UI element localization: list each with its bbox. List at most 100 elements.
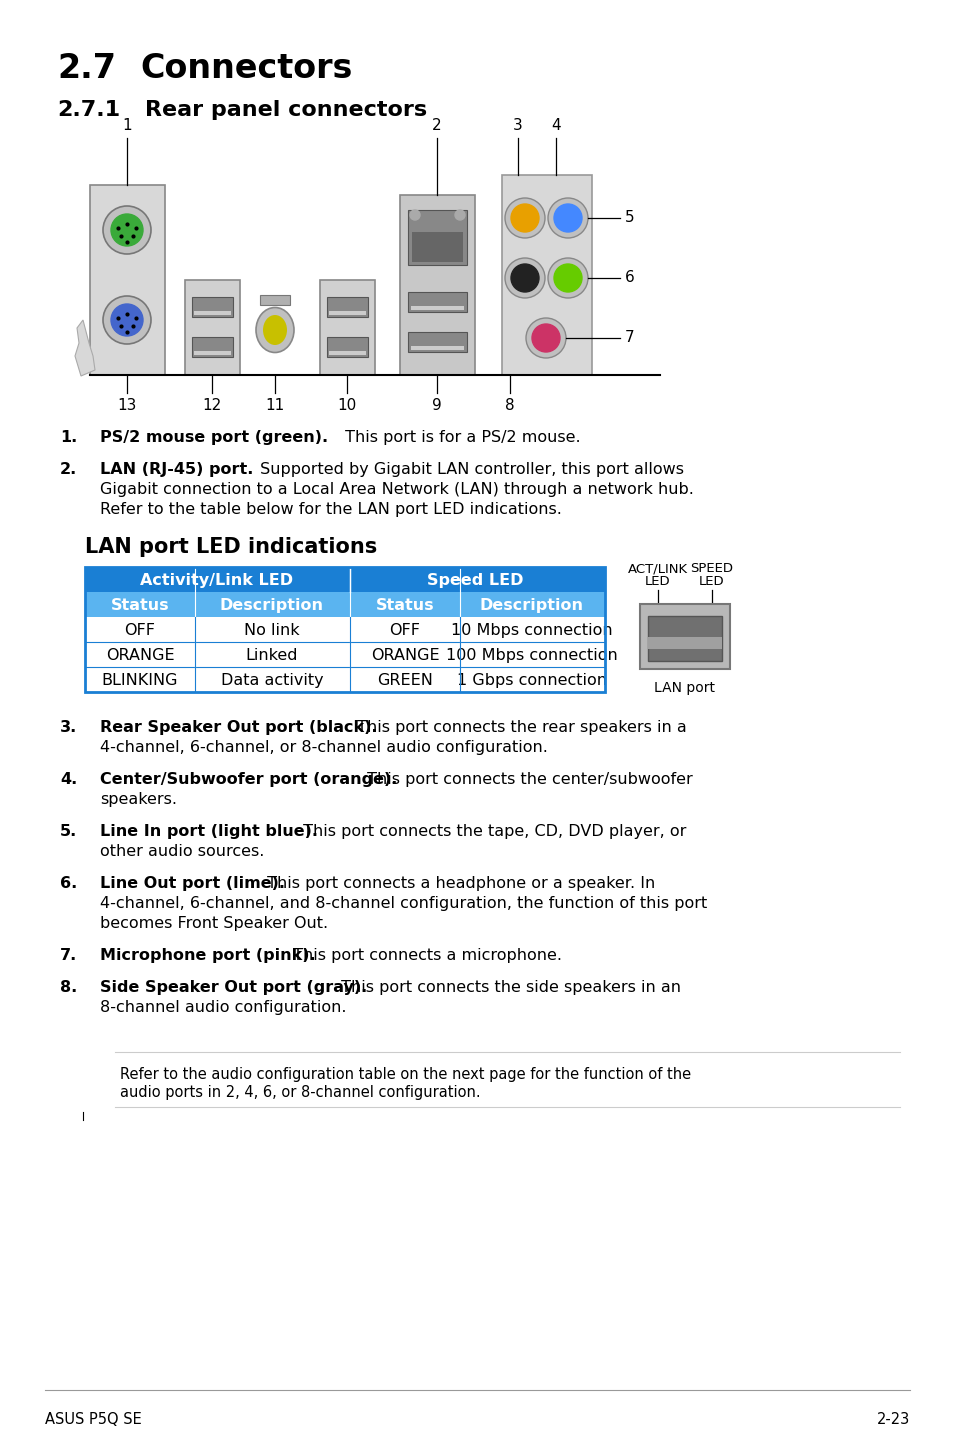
- Text: Description: Description: [479, 598, 583, 613]
- Text: This port connects a headphone or a speaker. In: This port connects a headphone or a spea…: [262, 876, 655, 892]
- Text: Supported by Gigabit LAN controller, this port allows: Supported by Gigabit LAN controller, thi…: [254, 462, 683, 477]
- Bar: [408, 332, 467, 352]
- Circle shape: [455, 210, 464, 220]
- Text: 8: 8: [505, 398, 515, 413]
- Text: Refer to the table below for the LAN port LED indications.: Refer to the table below for the LAN por…: [100, 502, 561, 518]
- Circle shape: [111, 214, 143, 246]
- Bar: [329, 311, 366, 315]
- Text: 3.: 3.: [60, 720, 77, 735]
- Text: Gigabit connection to a Local Area Network (LAN) through a network hub.: Gigabit connection to a Local Area Netwo…: [100, 482, 693, 498]
- Circle shape: [547, 257, 587, 298]
- Circle shape: [511, 265, 538, 292]
- Polygon shape: [75, 321, 95, 375]
- Bar: [185, 280, 240, 375]
- Text: 6.: 6.: [60, 876, 77, 892]
- Text: 8.: 8.: [60, 981, 77, 995]
- Text: Data activity: Data activity: [220, 673, 323, 687]
- Text: Status: Status: [111, 598, 169, 613]
- Text: Rear Speaker Out port (black).: Rear Speaker Out port (black).: [100, 720, 377, 735]
- Text: 13: 13: [117, 398, 136, 413]
- Text: BLINKING: BLINKING: [102, 673, 178, 687]
- Text: 10 Mbps connection: 10 Mbps connection: [451, 623, 612, 638]
- Text: Linked: Linked: [246, 649, 298, 663]
- Text: This port connects the tape, CD, DVD player, or: This port connects the tape, CD, DVD pla…: [297, 824, 685, 838]
- Text: GREEN: GREEN: [376, 673, 433, 687]
- Text: 2.7.1: 2.7.1: [57, 101, 120, 119]
- Text: 2-23: 2-23: [876, 1412, 909, 1426]
- Bar: [399, 196, 475, 375]
- Text: 4: 4: [551, 118, 560, 132]
- Text: LAN port: LAN port: [654, 682, 715, 695]
- Bar: [85, 567, 604, 592]
- Text: This port connects a microphone.: This port connects a microphone.: [288, 948, 561, 963]
- Bar: [193, 351, 231, 355]
- Text: No link: No link: [244, 623, 299, 638]
- Text: 5: 5: [624, 210, 634, 226]
- Text: 4-channel, 6-channel, or 8-channel audio configuration.: 4-channel, 6-channel, or 8-channel audio…: [100, 741, 547, 755]
- Circle shape: [504, 198, 544, 239]
- Text: Microphone port (pink).: Microphone port (pink).: [100, 948, 315, 963]
- Ellipse shape: [255, 308, 294, 352]
- Text: OFF: OFF: [125, 623, 155, 638]
- Text: 10: 10: [337, 398, 356, 413]
- Bar: [85, 617, 604, 641]
- Bar: [411, 347, 463, 349]
- Text: 8-channel audio configuration.: 8-channel audio configuration.: [100, 999, 346, 1015]
- Text: audio ports in 2, 4, 6, or 8-channel configuration.: audio ports in 2, 4, 6, or 8-channel con…: [120, 1086, 480, 1100]
- Text: 7.: 7.: [60, 948, 77, 963]
- Bar: [90, 186, 165, 375]
- Text: Refer to the audio configuration table on the next page for the function of the: Refer to the audio configuration table o…: [120, 1067, 690, 1081]
- Bar: [411, 306, 463, 311]
- Text: ASUS P5Q SE: ASUS P5Q SE: [45, 1412, 142, 1426]
- Text: 9: 9: [432, 398, 441, 413]
- Circle shape: [554, 204, 581, 232]
- Text: LAN port LED indications: LAN port LED indications: [85, 536, 376, 557]
- Text: 4.: 4.: [60, 772, 77, 787]
- Text: 2.: 2.: [60, 462, 77, 477]
- Text: 3: 3: [513, 118, 522, 132]
- Circle shape: [547, 198, 587, 239]
- Circle shape: [554, 265, 581, 292]
- Text: LED: LED: [699, 575, 724, 588]
- Text: Side Speaker Out port (gray).: Side Speaker Out port (gray).: [100, 981, 367, 995]
- Text: ORANGE: ORANGE: [106, 649, 174, 663]
- Bar: [192, 298, 233, 316]
- Text: Rear panel connectors: Rear panel connectors: [145, 101, 427, 119]
- Text: 5.: 5.: [60, 824, 77, 838]
- Text: PS/2 mouse port (green).: PS/2 mouse port (green).: [100, 430, 328, 444]
- Text: LAN (RJ-45) port.: LAN (RJ-45) port.: [100, 462, 253, 477]
- Text: This port connects the center/subwoofer: This port connects the center/subwoofer: [361, 772, 692, 787]
- Bar: [639, 604, 729, 669]
- Text: becomes Front Speaker Out.: becomes Front Speaker Out.: [100, 916, 328, 930]
- Text: 4-channel, 6-channel, and 8-channel configuration, the function of this port: 4-channel, 6-channel, and 8-channel conf…: [100, 896, 706, 912]
- Bar: [408, 292, 467, 312]
- Bar: [327, 298, 368, 316]
- Bar: [647, 615, 721, 661]
- Text: Center/Subwoofer port (orange).: Center/Subwoofer port (orange).: [100, 772, 397, 787]
- Text: This port is for a PS/2 mouse.: This port is for a PS/2 mouse.: [339, 430, 580, 444]
- Text: 2.7: 2.7: [57, 52, 116, 85]
- Text: Speed LED: Speed LED: [426, 572, 522, 588]
- Bar: [327, 336, 368, 357]
- Text: SPEED: SPEED: [690, 562, 733, 575]
- Circle shape: [103, 206, 151, 255]
- Text: Activity/Link LED: Activity/Link LED: [140, 572, 294, 588]
- Ellipse shape: [263, 315, 287, 345]
- Bar: [319, 280, 375, 375]
- Text: 1.: 1.: [60, 430, 77, 444]
- Text: ORANGE: ORANGE: [371, 649, 438, 663]
- Bar: [501, 175, 592, 375]
- Text: Connectors: Connectors: [140, 52, 352, 85]
- Text: OFF: OFF: [389, 623, 420, 638]
- Text: Line In port (light blue).: Line In port (light blue).: [100, 824, 317, 838]
- Text: Line Out port (lime).: Line Out port (lime).: [100, 876, 285, 892]
- Bar: [192, 336, 233, 357]
- Bar: [85, 641, 604, 667]
- Text: speakers.: speakers.: [100, 792, 177, 807]
- Bar: [193, 311, 231, 315]
- Text: 1 Gbps connection: 1 Gbps connection: [456, 673, 606, 687]
- Circle shape: [511, 204, 538, 232]
- Text: This port connects the side speakers in an: This port connects the side speakers in …: [335, 981, 680, 995]
- Circle shape: [103, 296, 151, 344]
- Text: other audio sources.: other audio sources.: [100, 844, 264, 858]
